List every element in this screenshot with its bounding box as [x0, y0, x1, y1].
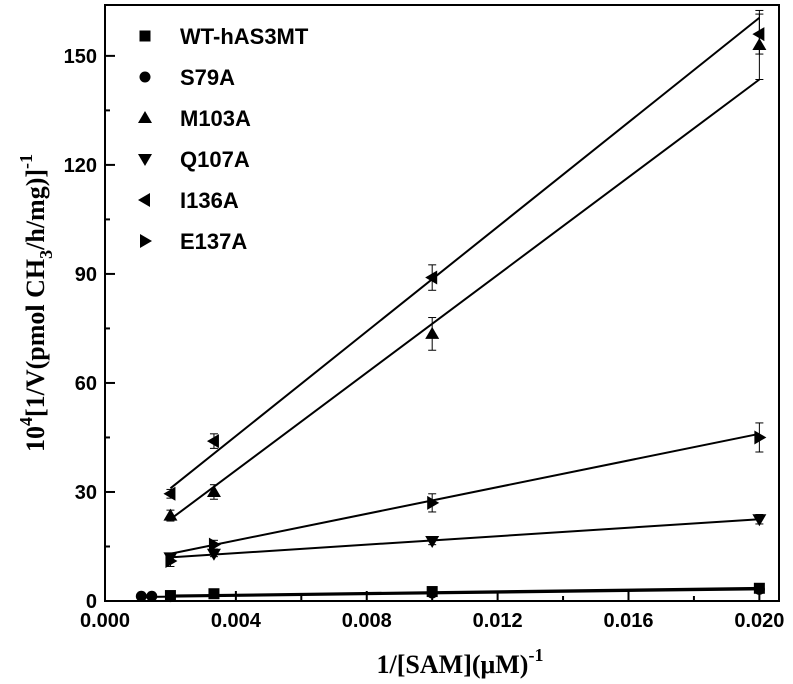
x-tick-label: 0.020 — [734, 610, 784, 632]
legend-label: M103A — [180, 106, 251, 131]
fit-line — [169, 78, 760, 521]
fit-lines — [141, 16, 760, 599]
data-point — [163, 508, 178, 521]
error-bars — [137, 9, 764, 598]
data-points — [135, 27, 767, 603]
fit-line — [170, 586, 760, 597]
data-point — [206, 548, 221, 561]
data-point — [146, 590, 158, 602]
y-tick-label: 120 — [64, 155, 97, 177]
data-point — [425, 326, 440, 339]
x-tick-label: 0.000 — [80, 610, 130, 632]
y-axis-title-post-sup: -1 — [16, 154, 36, 169]
legend-marker — [138, 193, 150, 207]
data-point — [753, 583, 765, 595]
x-axis-title: 1/[SAM](μM)-1 — [377, 645, 544, 679]
y-tick-label: 90 — [75, 264, 97, 286]
data-point — [752, 514, 767, 527]
data-point — [206, 434, 219, 449]
data-point — [163, 486, 176, 501]
legend-marker — [139, 71, 151, 83]
axis-ticks: 0.000 0.004 0.008 0.012 0.016 0.020 0 30 60 90 120… — [64, 46, 785, 632]
legend-label: S79A — [180, 65, 235, 90]
y-tick-label: 60 — [75, 373, 97, 395]
legend-label: Q107A — [180, 147, 250, 172]
y-axis-title-pre: 10 — [21, 426, 50, 452]
legend-marker — [139, 30, 151, 42]
y-tick-label: 0 — [86, 591, 97, 613]
x-axis-title-main: 1/[SAM](μM) — [377, 650, 529, 679]
fit-line — [170, 518, 760, 559]
data-point — [206, 484, 221, 497]
legend-marker — [138, 154, 152, 166]
data-point — [752, 27, 765, 42]
data-point — [425, 270, 438, 285]
data-point — [427, 495, 440, 510]
fit-line — [141, 588, 760, 599]
fit-line — [169, 16, 760, 490]
y-tick-label: 150 — [64, 46, 97, 68]
data-point — [754, 430, 767, 445]
data-point — [752, 37, 767, 50]
data-point — [165, 554, 178, 569]
x-tick-label: 0.008 — [342, 610, 392, 632]
y-axis-title-post: /h/mg)] — [21, 169, 50, 251]
data-point — [425, 536, 440, 549]
legend-label: WT-hAS3MT — [180, 24, 309, 49]
y-axis-title: 104[1/V(pmol CH3/h/mg)]-1 — [16, 154, 56, 452]
legend-label: I136A — [180, 188, 239, 213]
legend-label: E137A — [180, 229, 247, 254]
x-tick-label: 0.012 — [473, 610, 523, 632]
x-tick-label: 0.016 — [603, 610, 653, 632]
data-point — [164, 591, 176, 603]
y-tick-label: 30 — [75, 482, 97, 504]
data-point — [135, 590, 147, 602]
data-point — [426, 587, 438, 599]
data-point — [208, 537, 221, 552]
x-tick-label: 0.004 — [211, 610, 262, 632]
fit-line — [170, 432, 760, 555]
legend-marker — [140, 234, 152, 248]
y-axis-title-main: [1/V(pmol CH — [21, 259, 50, 417]
legend-marker — [138, 111, 152, 123]
x-axis-title-sup: -1 — [528, 645, 543, 665]
y-axis-title-sub: 3 — [36, 250, 56, 259]
plot-frame — [104, 4, 780, 602]
legend: WT-hAS3MT S79A M103A Q107A I136A E137A — [138, 24, 309, 254]
data-point — [208, 588, 220, 600]
y-axis-title-pre-sup: 4 — [16, 417, 36, 426]
